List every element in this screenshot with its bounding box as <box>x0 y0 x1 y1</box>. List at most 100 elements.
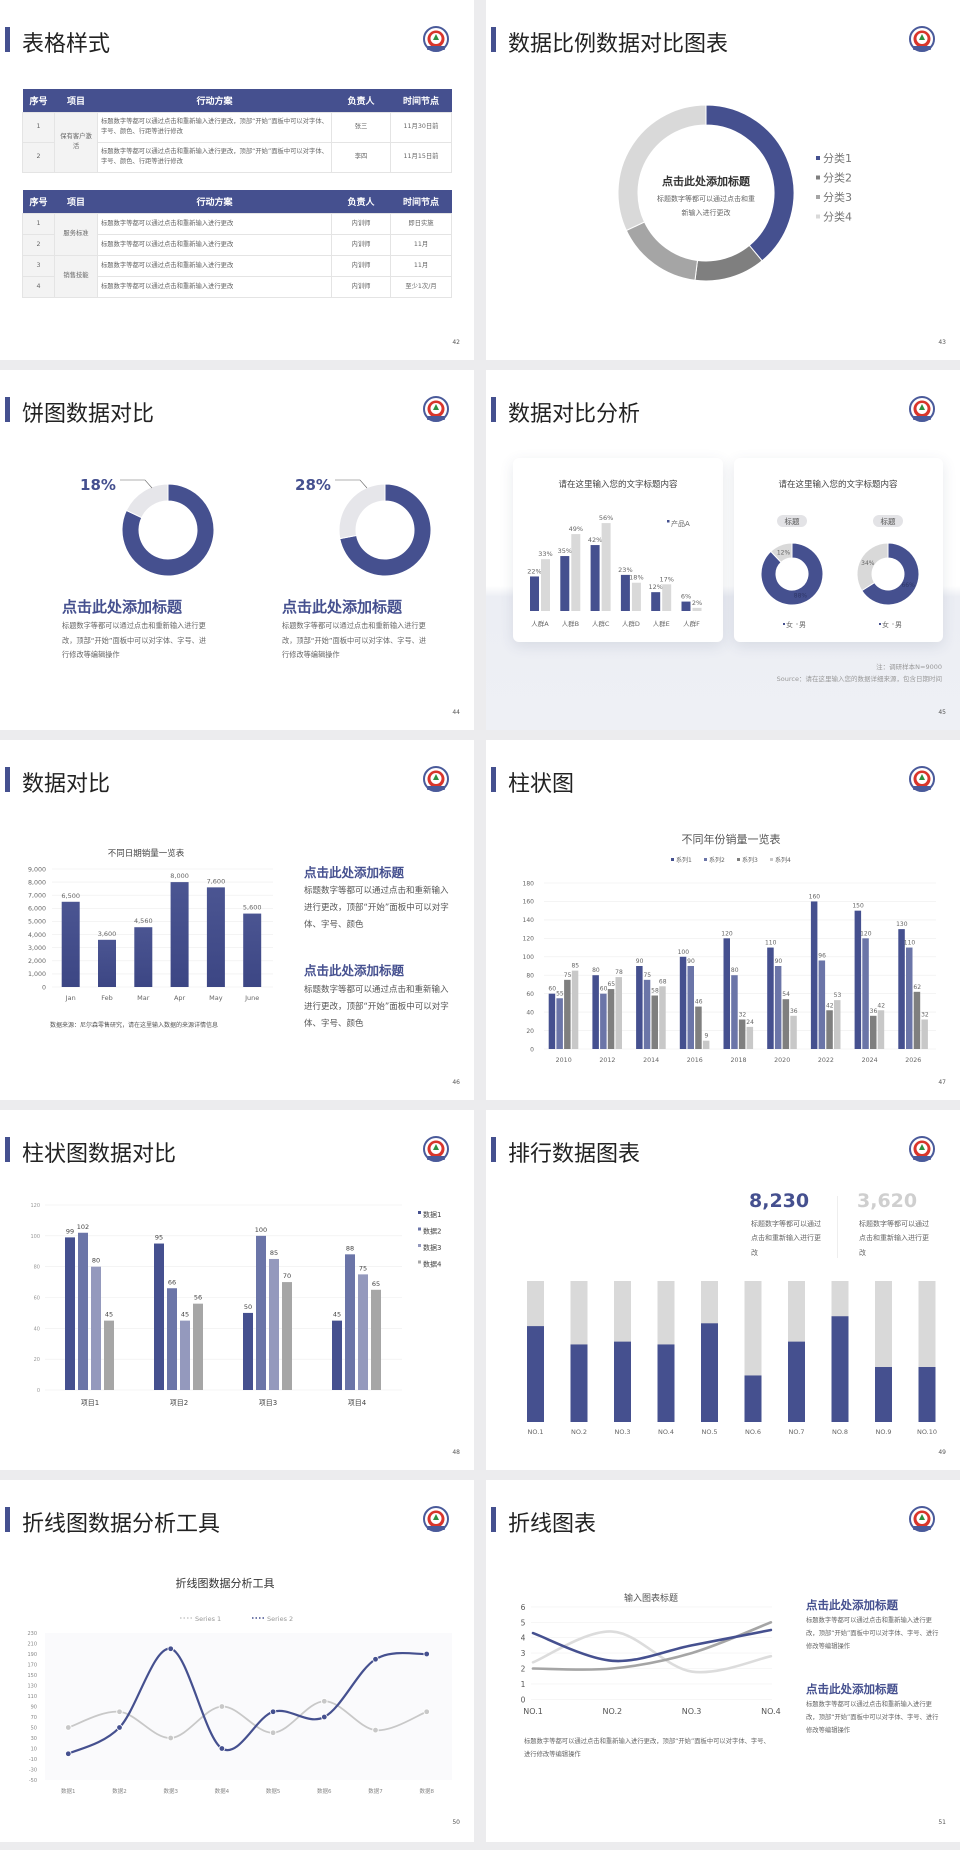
page-number: 48 <box>452 1449 460 1456</box>
page-number: 49 <box>938 1449 946 1456</box>
bar <box>571 970 579 1049</box>
header-cell: 时间节点 <box>390 190 452 213</box>
bar <box>206 887 225 987</box>
cell-time: 即日实施 <box>390 212 452 235</box>
y-tick-label: 6,000 <box>28 906 46 913</box>
bar <box>767 947 774 1049</box>
bar <box>788 1341 805 1422</box>
cell-owner: 内训师 <box>331 233 391 256</box>
data-label: 66 <box>168 1278 176 1286</box>
data-point <box>321 1698 328 1705</box>
bar <box>167 1288 177 1390</box>
y-tick-label: 100 <box>523 954 535 961</box>
data-label: 88 <box>346 1244 354 1252</box>
title-accent-bar <box>491 1137 496 1162</box>
logo-icon <box>423 396 449 422</box>
donut-slice <box>770 542 793 564</box>
header-cell: 行动方案 <box>97 190 332 213</box>
chart-title: 折线图数据分析工具 <box>176 1576 275 1590</box>
bar <box>854 910 862 1049</box>
bar <box>78 1232 88 1390</box>
bar <box>560 556 570 611</box>
legend-label: 系列3 <box>742 856 758 864</box>
x-tick-label: 2010 <box>556 1057 572 1064</box>
data-label: 55 <box>556 990 564 997</box>
data-label: 42 <box>826 1002 834 1009</box>
cell-action: 标题数字等都可以通过点击和重新输入进行更改 <box>97 275 332 298</box>
donut-slice <box>856 542 889 592</box>
legend-label: 系列1 <box>676 856 692 864</box>
bar <box>692 607 702 611</box>
series-line <box>67 1647 427 1755</box>
y-tick-label: 170 <box>27 1663 37 1669</box>
y-tick-label: 3 <box>521 1649 526 1658</box>
bar <box>662 584 672 611</box>
cell-owner: 李四 <box>331 141 391 173</box>
legend-swatch <box>783 623 785 625</box>
cell-group: 服务标准 <box>54 212 98 256</box>
slide-title: 柱状图数据对比 <box>22 1142 177 1167</box>
data-label: 65 <box>372 1280 380 1288</box>
bar <box>601 523 611 611</box>
title-accent-bar <box>5 27 10 52</box>
y-tick-label: -10 <box>29 1757 37 1763</box>
x-tick-label: NO.7 <box>789 1428 805 1436</box>
block-body: 标题数字等都可以通过点击和重新输入进行更改，顶部“开始”面板中可以对字体、字号、… <box>304 886 449 930</box>
donut-slice <box>125 483 169 519</box>
bar <box>600 993 607 1049</box>
slide-46: 数据对比 不同日期销量一览表 0 1,000 2,000 3,000 4,000 5,000… <box>0 740 474 1100</box>
data-point <box>372 1656 379 1663</box>
bar <box>541 559 550 611</box>
bar <box>548 993 556 1049</box>
leader-line <box>335 479 368 489</box>
data-label: 45 <box>181 1311 189 1319</box>
data-label: 90 <box>687 958 695 965</box>
bar <box>104 1320 114 1390</box>
page-number: 50 <box>452 1819 460 1826</box>
y-tick-label: 7,000 <box>28 893 46 900</box>
header-cell: 项目 <box>54 89 98 112</box>
bar <box>61 901 80 987</box>
logo-icon <box>909 766 935 792</box>
data-label: 50 <box>244 1303 252 1311</box>
data-label: 49% <box>569 525 583 533</box>
donut-charts: 请在这里输入您的文字标题内容标题88%12%女 男标题66%34%女男 <box>760 479 920 629</box>
slide-title: 饼图数据对比 <box>22 402 155 427</box>
data-label: 42% <box>588 536 602 544</box>
legend-label: Series 2 <box>267 1615 293 1623</box>
y-tick-label: 230 <box>27 1631 37 1637</box>
bar <box>256 1235 266 1390</box>
data-label: 70 <box>283 1272 291 1280</box>
y-tick-label: 9,000 <box>28 866 46 873</box>
data-label: 99 <box>66 1227 74 1235</box>
y-tick-label: 4,000 <box>28 932 46 939</box>
data-point <box>269 1729 277 1736</box>
data-label: 7,600 <box>207 877 226 885</box>
legend-label: 男 <box>799 621 806 629</box>
y-tick-label: 80 <box>34 1265 40 1271</box>
slide-title: 折线图数据分析工具 <box>22 1512 221 1537</box>
slide-51: 折线图表 输入图表标题 0 1 2 3 4 5 6 NO.1 NO.2 NO.3 NO.4 标题数字等… <box>486 1480 960 1842</box>
cell-action: 标题数字等都可以通过点击和重新输入进行更改 <box>97 212 332 235</box>
y-tick-label: 80 <box>526 973 534 980</box>
x-tick-label: Mar <box>137 994 150 1002</box>
legend-swatch <box>892 623 894 625</box>
cell-time: 11月30日前 <box>390 111 452 143</box>
bar <box>614 1341 631 1422</box>
chart-title: 请在这里输入您的文字标题内容 <box>558 479 678 490</box>
y-tick-label: 160 <box>523 899 535 906</box>
data-label: 6% <box>681 593 691 601</box>
block-body: 标题数字等都可以通过点击和重新输入进行更改，顶部“开始”面板中可以对字体、字号、… <box>304 985 449 1029</box>
bar <box>570 1344 588 1422</box>
bar <box>862 938 869 1049</box>
donut-slice <box>694 244 763 282</box>
line-chart: 折线图数据分析工具 -50 -30 -10 10 30 50 70 90 110 130 150 170… <box>27 1576 452 1795</box>
slide-43: 数据比例数据对比图表 分类1 分类2 分类3 分类4 点击此处添加标题 标题数字等都可… <box>486 0 960 360</box>
page-number: 51 <box>938 1819 946 1826</box>
x-tick-label: 数据6 <box>317 1787 332 1795</box>
y-tick-label: -30 <box>29 1768 37 1774</box>
data-label: 56 <box>194 1294 202 1302</box>
x-tick-label: 人群C <box>592 619 610 628</box>
x-tick-label: Apr <box>174 994 186 1002</box>
cell-time: 11月15日前 <box>390 141 452 173</box>
